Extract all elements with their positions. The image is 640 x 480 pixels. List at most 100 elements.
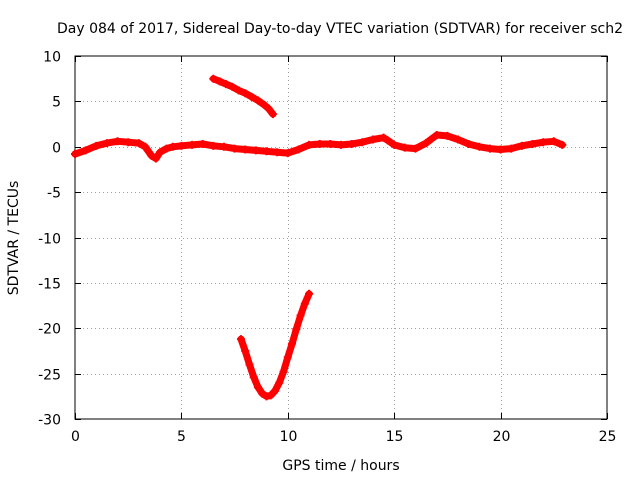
y-tick-label: -20 <box>38 322 61 338</box>
data-point <box>517 141 526 150</box>
series-main-band <box>71 130 567 163</box>
axis-ticks: 0 5 10 15 20 25 10 5 0 -5 -10 -15 -20 -25 -30 <box>38 50 616 446</box>
data-point <box>549 137 558 146</box>
data-point <box>230 144 239 153</box>
x-axis-label: GPS time / hours <box>282 458 399 474</box>
x-tick-label: 15 <box>386 429 404 445</box>
data-point <box>315 140 324 149</box>
data-point <box>337 140 345 149</box>
data-point <box>485 144 494 153</box>
x-tick-label: 10 <box>280 429 298 445</box>
data-point <box>241 145 250 154</box>
data-point <box>168 142 177 151</box>
data-point <box>241 346 250 355</box>
y-tick-label: -25 <box>38 368 61 384</box>
data-point <box>141 142 150 151</box>
data-point <box>236 335 245 344</box>
data-point <box>443 131 452 140</box>
data-point <box>113 137 122 146</box>
data-point <box>219 142 228 151</box>
chart-title: Day 084 of 2017, Sidereal Day-to-day VTE… <box>57 21 623 37</box>
y-tick-label: -5 <box>47 186 61 202</box>
data-point <box>71 150 79 159</box>
data-point <box>260 101 269 110</box>
data-point <box>411 144 420 153</box>
data-point <box>368 135 377 144</box>
data-point <box>539 138 548 147</box>
data-point <box>254 96 263 105</box>
data-point <box>258 389 267 398</box>
y-axis-label: SDTVAR / TECUs <box>6 181 22 296</box>
series-descending-arc <box>209 74 277 119</box>
data-point <box>92 141 101 150</box>
plot-frame <box>74 55 608 420</box>
data-point <box>81 146 90 155</box>
data-point <box>134 139 143 148</box>
data-point <box>251 146 260 155</box>
x-tick-label: 25 <box>599 429 617 445</box>
data-point <box>326 140 335 149</box>
data-point <box>241 89 250 98</box>
data-point <box>283 353 292 362</box>
grid-lines <box>75 56 607 419</box>
data-point <box>156 148 165 157</box>
data-point <box>288 339 297 348</box>
data-point <box>162 144 171 153</box>
data-point <box>198 140 207 149</box>
data-point <box>358 138 367 147</box>
data-points <box>71 74 567 401</box>
data-point <box>558 140 567 149</box>
data-point <box>475 142 484 151</box>
data-point <box>245 360 254 369</box>
data-point <box>379 133 388 142</box>
data-point <box>422 139 431 148</box>
data-point <box>249 373 258 382</box>
data-point <box>279 367 288 376</box>
data-point <box>507 144 516 153</box>
x-tick-label: 0 <box>71 429 80 445</box>
y-tick-label: -10 <box>38 232 61 248</box>
data-point <box>247 92 256 101</box>
data-point <box>124 138 133 147</box>
data-point <box>292 325 301 334</box>
data-point <box>222 80 231 89</box>
data-point <box>528 140 537 149</box>
data-point <box>151 154 160 163</box>
y-tick-label: 5 <box>52 95 61 111</box>
data-point <box>300 299 309 308</box>
data-point <box>254 383 263 392</box>
data-point <box>383 136 392 145</box>
data-point <box>347 140 356 149</box>
data-point <box>264 104 273 113</box>
data-point <box>262 147 271 156</box>
data-point <box>275 378 284 387</box>
data-point <box>432 130 441 139</box>
data-point <box>268 110 277 119</box>
data-point <box>228 82 237 91</box>
x-tick-label: 20 <box>493 429 511 445</box>
data-point <box>454 135 463 144</box>
data-point <box>496 145 505 154</box>
data-point <box>177 141 186 150</box>
x-tick-label: 5 <box>177 429 186 445</box>
series-V-shaped-dip <box>236 289 314 401</box>
data-point <box>271 386 280 395</box>
data-point <box>464 140 473 149</box>
y-tick-label: 0 <box>52 141 61 157</box>
series-trace <box>237 290 313 400</box>
y-tick-label: 10 <box>43 50 61 66</box>
data-point <box>147 151 156 160</box>
data-point <box>102 139 111 148</box>
data-point <box>400 143 409 152</box>
data-point <box>294 145 303 154</box>
data-point <box>234 86 243 95</box>
y-tick-label: -15 <box>38 277 61 293</box>
data-point <box>305 289 314 298</box>
data-point <box>209 141 218 150</box>
data-point <box>273 148 282 157</box>
data-point <box>188 140 197 149</box>
data-point <box>296 311 305 320</box>
data-point <box>305 140 314 149</box>
data-point <box>390 140 399 149</box>
